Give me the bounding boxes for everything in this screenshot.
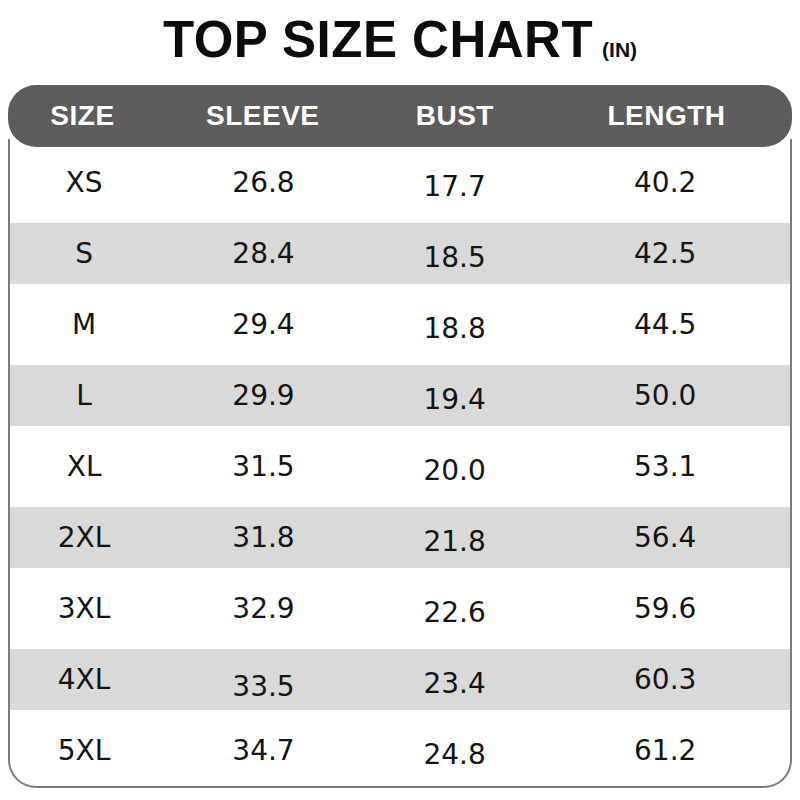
table-body: XS 26.8 17.7 40.2 S 28.4 18.5 42.5 M 29.… <box>8 139 792 788</box>
table-row-m: M 29.4 18.8 44.5 <box>10 289 790 360</box>
table-row-5xl: 5XL 34.7 24.8 61.2 <box>10 715 790 786</box>
cell-length: 56.4 <box>540 521 790 554</box>
table-row-4xl: 4XL 33.5 23.4 60.3 <box>10 644 790 715</box>
cell-sleeve: 29.9 <box>158 379 369 412</box>
cell-bust: 17.7 <box>369 170 541 203</box>
cell-size: 2XL <box>10 521 158 554</box>
cell-length: 61.2 <box>540 734 790 767</box>
cell-bust: 21.8 <box>369 525 541 558</box>
table-row-2xl: 2XL 31.8 21.8 56.4 <box>10 502 790 573</box>
cell-bust: 18.8 <box>369 312 541 345</box>
cell-length: 42.5 <box>540 237 790 270</box>
cell-sleeve: 33.5 <box>158 670 369 703</box>
cell-length: 50.0 <box>540 379 790 412</box>
column-header-size: SIZE <box>8 100 157 132</box>
column-header-sleeve: SLEEVE <box>157 100 369 132</box>
cell-length: 53.1 <box>540 450 790 483</box>
size-table: SIZE SLEEVE BUST LENGTH XS 26.8 17.7 40.… <box>8 85 792 788</box>
cell-size: 5XL <box>10 734 158 767</box>
cell-length: 44.5 <box>540 308 790 341</box>
cell-sleeve: 29.4 <box>158 308 369 341</box>
cell-bust: 19.4 <box>369 383 541 416</box>
cell-sleeve: 31.8 <box>158 521 369 554</box>
table-header-row: SIZE SLEEVE BUST LENGTH <box>8 85 792 147</box>
cell-sleeve: 32.9 <box>158 592 369 625</box>
cell-size: XL <box>10 450 158 483</box>
cell-length: 60.3 <box>540 663 790 696</box>
cell-bust: 23.4 <box>369 667 541 700</box>
column-header-length: LENGTH <box>541 100 792 132</box>
chart-unit-label: (IN) <box>602 39 637 60</box>
table-row-3xl: 3XL 32.9 22.6 59.6 <box>10 573 790 644</box>
size-chart-page: TOP SIZE CHART (IN) SIZE SLEEVE BUST LEN… <box>0 0 800 800</box>
cell-sleeve: 28.4 <box>158 237 369 270</box>
page-title: TOP SIZE CHART (IN) <box>0 0 800 74</box>
cell-size: S <box>10 237 158 270</box>
table-row-s: S 28.4 18.5 42.5 <box>10 218 790 289</box>
column-header-bust: BUST <box>369 100 541 132</box>
cell-bust: 20.0 <box>369 454 541 487</box>
table-row-l: L 29.9 19.4 50.0 <box>10 360 790 431</box>
cell-bust: 24.8 <box>369 738 541 771</box>
cell-size: 3XL <box>10 592 158 625</box>
chart-title: TOP SIZE CHART <box>163 14 593 65</box>
cell-length: 40.2 <box>540 166 790 199</box>
cell-sleeve: 31.5 <box>158 450 369 483</box>
cell-bust: 18.5 <box>369 241 541 274</box>
cell-length: 59.6 <box>540 592 790 625</box>
cell-size: XS <box>10 166 158 199</box>
table-row-xs: XS 26.8 17.7 40.2 <box>10 147 790 218</box>
cell-sleeve: 34.7 <box>158 734 369 767</box>
cell-size: M <box>10 308 158 341</box>
cell-size: 4XL <box>10 663 158 696</box>
cell-sleeve: 26.8 <box>158 166 369 199</box>
table-row-xl: XL 31.5 20.0 53.1 <box>10 431 790 502</box>
cell-size: L <box>10 379 158 412</box>
cell-bust: 22.6 <box>369 596 541 629</box>
